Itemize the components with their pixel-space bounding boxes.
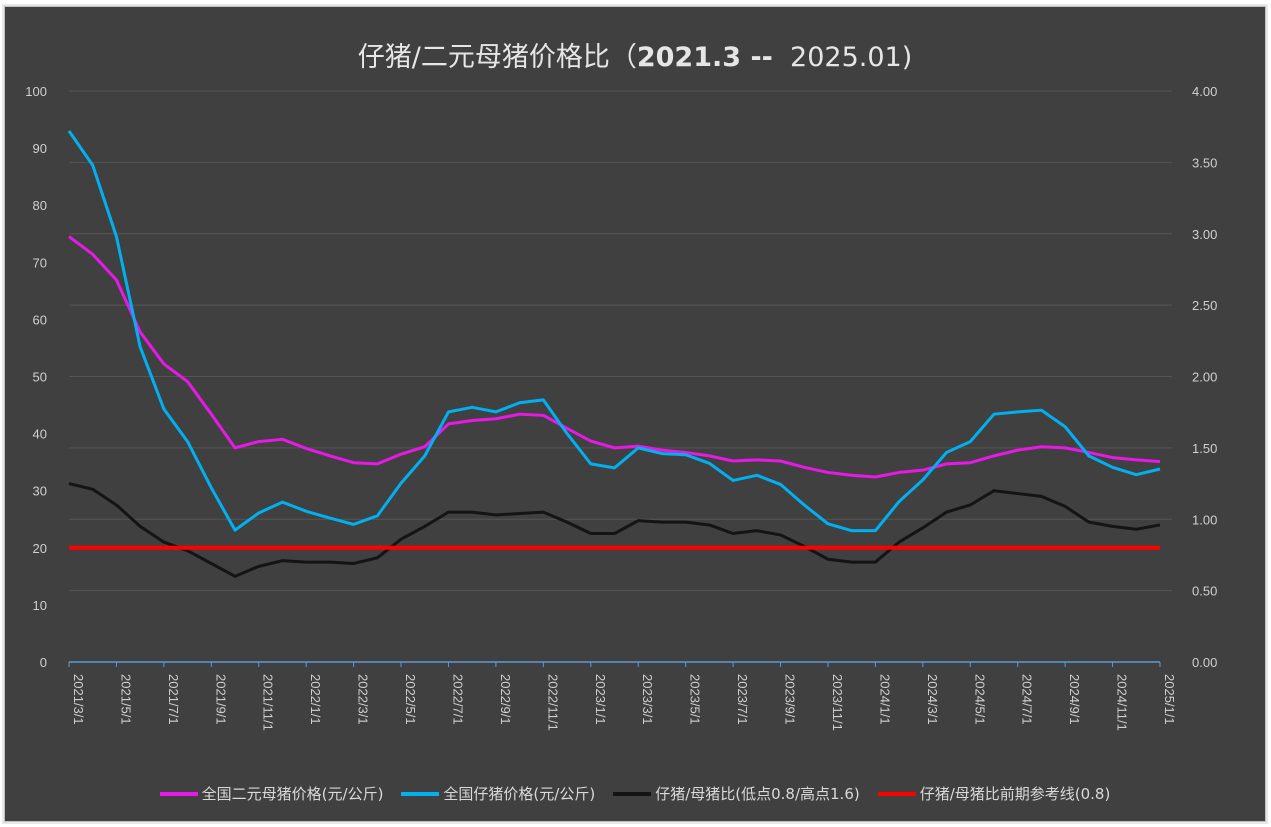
x-axis-tick-label: 2025/1/1 [1162,674,1177,725]
right-axis-tick-label: 0.00 [1192,655,1217,670]
x-axis-tick-label: 2022/3/1 [356,674,371,725]
right-axis-tick-label: 4.00 [1192,84,1217,99]
left-axis-tick-label: 0 [40,655,47,670]
x-axis-tick-label: 2021/11/1 [261,674,276,731]
x-axis-tick-label: 2022/9/1 [498,674,513,725]
title-range-end: 2025.01) [790,42,913,73]
x-axis-tick-label: 2023/5/1 [688,674,703,725]
left-axis-tick-label: 20 [33,541,47,556]
x-axis-tick-label: 2023/3/1 [640,674,655,725]
left-axis-tick-label: 50 [33,370,47,385]
x-axis-tick-label: 2024/1/1 [877,674,892,725]
left-axis-tick-label: 60 [33,312,47,327]
legend-swatch [159,791,198,796]
series-line-0 [68,235,1161,479]
left-axis-tick-label: 80 [33,198,47,213]
chart-title: 仔猪/二元母猪价格比（2021.3 -- 2025.01) [5,35,1265,74]
x-axis-tick-label: 2022/5/1 [403,674,418,725]
x-axis-tick-label: 2023/11/1 [830,674,845,731]
legend-item-sow-price: 全国二元母猪价格(元/公斤) [159,783,384,804]
left-axis-tick-label: 100 [25,84,47,99]
legend-item-piglet-price: 全国仔猪价格(元/公斤) [401,783,595,804]
left-axis-tick-label: 30 [33,484,47,499]
title-range-start: 2021.3 -- [636,42,773,73]
left-axis-tick-label: 10 [33,598,47,613]
x-axis-tick-label: 2024/11/1 [1115,674,1130,731]
x-axis-tick-label: 2021/3/1 [71,674,86,725]
x-axis-tick-label: 2024/9/1 [1067,674,1082,725]
legend-swatch [877,791,916,796]
legend-item-reference: 仔猪/母猪比前期参考线(0.8) [877,783,1111,804]
left-axis-tick-label: 70 [33,255,47,270]
x-axis-tick-label: 2024/3/1 [925,674,940,725]
x-axis-tick-label: 2024/7/1 [1020,674,1035,725]
legend-swatch [401,791,440,796]
left-axis-tick-label: 90 [33,141,47,156]
x-axis-tick-label: 2022/7/1 [450,674,465,725]
legend-label: 全国仔猪价格(元/公斤) [443,785,596,803]
x-axis-tick-label: 2022/1/1 [308,674,323,725]
legend-label: 仔猪/母猪比(低点0.8/高点1.6) [655,785,860,803]
chart-area: 仔猪/二元母猪价格比（2021.3 -- 2025.01) 全国二元母猪价格(元… [4,6,1266,822]
x-axis-tick-label: 2021/5/1 [118,674,133,725]
series-line-1 [67,130,1161,533]
right-axis-tick-label: 2.50 [1192,298,1217,313]
legend-swatch [613,791,652,796]
right-axis-tick-label: 1.00 [1192,512,1217,527]
right-axis-tick-label: 2.00 [1192,370,1217,385]
title-text: 仔猪/二元母猪价格比（ [357,42,637,73]
x-axis-tick-label: 2022/11/1 [545,674,560,731]
right-axis-tick-label: 3.50 [1192,155,1217,170]
x-axis-tick-label: 2021/7/1 [166,674,181,725]
series-line-2 [68,482,1161,578]
legend-item-ratio: 仔猪/母猪比(低点0.8/高点1.6) [613,783,860,804]
legend-label: 全国二元母猪价格(元/公斤) [201,785,384,803]
x-axis-tick-label: 2024/5/1 [972,674,987,725]
x-axis-tick-label: 2021/9/1 [213,674,228,725]
legend-label: 仔猪/母猪比前期参考线(0.8) [919,785,1111,803]
left-axis-tick-label: 40 [33,427,47,442]
x-axis-tick-label: 2023/7/1 [735,674,750,725]
right-axis-tick-label: 1.50 [1192,441,1217,456]
right-axis-tick-label: 3.00 [1192,227,1217,242]
x-axis-tick-label: 2023/1/1 [593,674,608,725]
x-axis-tick-label: 2023/9/1 [783,674,798,725]
legend: 全国二元母猪价格(元/公斤) 全国仔猪价格(元/公斤) 仔猪/母猪比(低点0.8… [5,783,1265,804]
right-axis-tick-label: 0.50 [1192,584,1217,599]
